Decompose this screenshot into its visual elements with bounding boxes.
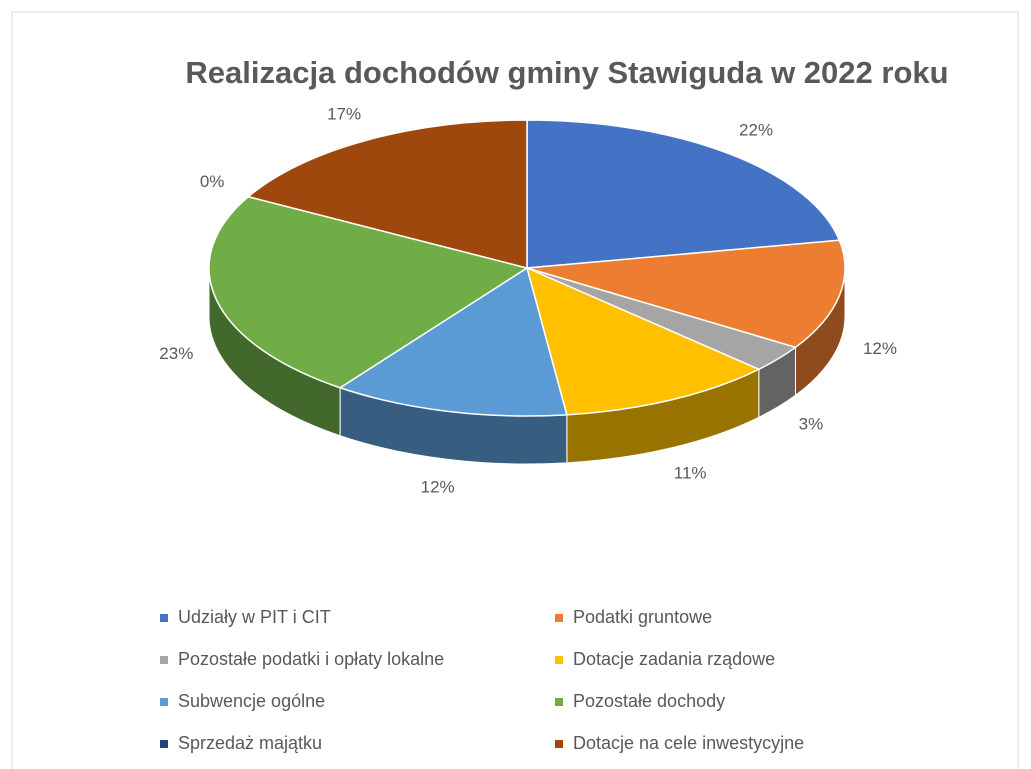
data-label: 17% [327, 105, 361, 124]
data-label: 22% [739, 121, 773, 140]
slice [526, 119, 841, 269]
legend-label: Dotacje zadania rządowe [573, 649, 775, 669]
data-label: 23% [159, 344, 193, 363]
chart-title: Realizacja dochodów gminy Stawiguda w 20… [185, 55, 948, 90]
legend-label: Sprzedaż majątku [178, 733, 322, 753]
legend-marker [160, 614, 168, 622]
legend-label: Podatki gruntowe [573, 607, 712, 627]
legend-label: Pozostałe dochody [573, 691, 725, 711]
legend-label: Udziały w PIT i CIT [178, 607, 331, 627]
legend-label: Subwencje ogólne [178, 691, 325, 711]
data-label: 12% [863, 339, 897, 358]
legend-marker [160, 740, 168, 748]
slice [525, 266, 761, 416]
legend-marker [555, 740, 563, 748]
data-label: 0% [200, 172, 225, 191]
data-label: 12% [421, 478, 455, 497]
slice [246, 119, 528, 269]
legend-marker [555, 656, 563, 664]
legend-marker [160, 698, 168, 706]
slice [338, 266, 568, 417]
slice [208, 195, 529, 389]
slice [526, 239, 846, 349]
legend-label: Dotacje na cele inwestycyjne [573, 733, 804, 753]
legend-marker [160, 656, 168, 664]
legend-marker [555, 698, 563, 706]
data-label: 3% [799, 414, 824, 433]
legend-marker [555, 614, 563, 622]
legend-label: Pozostałe podatki i opłaty lokalne [178, 649, 444, 669]
data-label: 11% [674, 464, 707, 483]
